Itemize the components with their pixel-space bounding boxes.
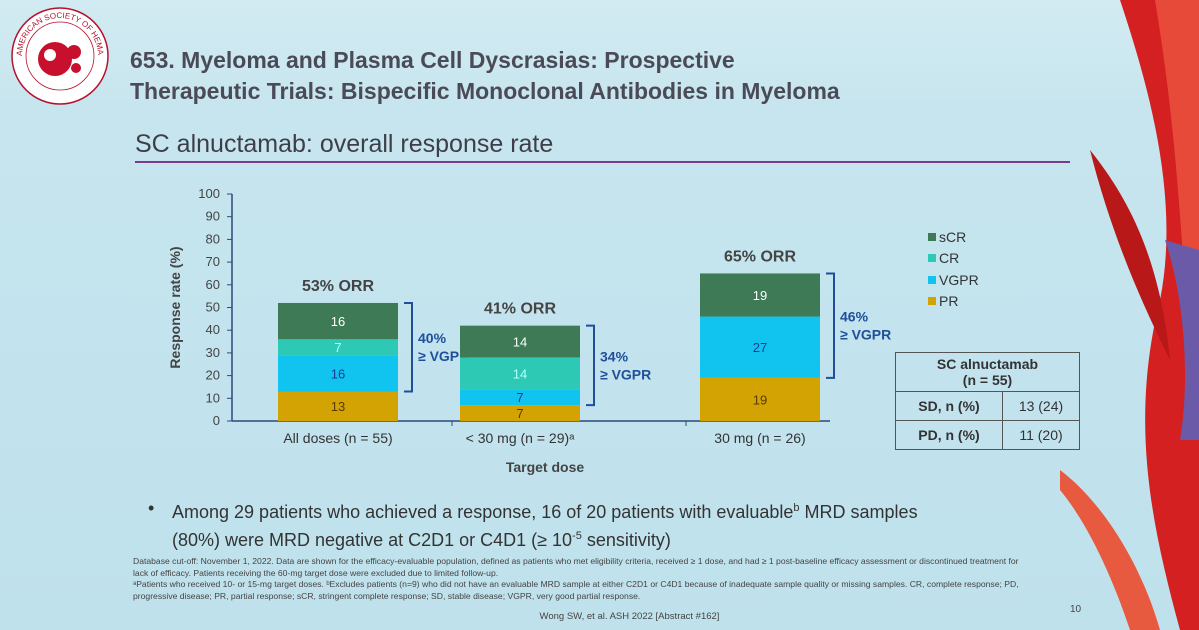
vgpr-bracket — [826, 272, 835, 379]
vgpr-pct: 34% — [600, 348, 629, 364]
x-tick-label: All doses (n = 55) — [283, 430, 392, 446]
table-row: PD, n (%) 11 (20) — [895, 420, 1080, 450]
sd-pd-table: SC alnuctamab (n = 55) SD, n (%) 13 (24)… — [895, 352, 1080, 450]
legend-swatch — [928, 232, 936, 241]
legend-swatch — [928, 275, 936, 284]
y-tick-label: 50 — [206, 300, 220, 315]
bar-segment-scr — [460, 325, 580, 358]
legend-item-pr: PR — [928, 291, 979, 313]
bar-value-label: 7 — [516, 390, 523, 405]
bullet-text-b: MRD samples — [799, 502, 918, 522]
bar-segment-pr — [278, 391, 398, 421]
footnote-p2: ᵃPatients who received 10- or 15-mg targ… — [133, 579, 1019, 601]
y-tick-label: 20 — [206, 368, 220, 383]
legend-label: PR — [939, 293, 959, 310]
vgpr-label: ≥ VGPR — [600, 366, 651, 382]
bar-segment-cr — [278, 339, 398, 356]
legend-item-scr: sCR — [928, 226, 979, 248]
bar-segment-scr — [700, 273, 820, 317]
bar-value-label: 16 — [331, 314, 345, 329]
y-tick-label: 0 — [213, 413, 220, 428]
bar-value-label: 19 — [753, 392, 767, 407]
vgpr-label: ≥ VGPR — [418, 348, 469, 364]
y-tick-label: 90 — [206, 209, 220, 224]
x-tick-label: < 30 mg (n = 29)ᵃ — [466, 430, 576, 446]
bullet-exp: -5 — [572, 530, 582, 542]
footnote-p1: Database cut-off: November 1, 2022. Data… — [133, 556, 1019, 578]
y-tick-label: 80 — [206, 231, 220, 246]
bar-value-label: 13 — [331, 399, 345, 414]
session-title-line2: Therapeutic Trials: Bispecific Monoclona… — [130, 78, 840, 104]
bar-value-label: 7 — [516, 406, 523, 421]
legend-label: sCR — [939, 228, 967, 245]
vgpr-pct: 46% — [840, 309, 869, 325]
mrd-bullet: • Among 29 patients who achieved a respo… — [148, 496, 1050, 552]
bullet-dot: • — [148, 498, 155, 518]
y-tick-label: 40 — [206, 322, 220, 337]
orr-label: 53% ORR — [302, 278, 374, 295]
bar-segment-cr — [460, 357, 580, 390]
vgpr-bracket — [586, 324, 595, 407]
header-band — [0, 0, 1199, 100]
row-value: 11 (20) — [1002, 420, 1080, 450]
response-rate-chart: 0 10 20 30 40 50 60 70 80 90 100 Response rate (%) T… — [167, 186, 891, 475]
bar-value-label: 14 — [513, 335, 527, 350]
y-tick-label: 30 — [206, 345, 220, 360]
x-tick-label: 30 mg (n = 26) — [714, 430, 805, 446]
decorative-swoosh — [1060, 0, 1199, 630]
vgpr-pct: 40% — [418, 330, 447, 346]
slide-title: SC alnuctamab: overall response rate — [135, 130, 554, 158]
bullet-text-c: (80%) were MRD negative at C2D1 or C4D1 … — [172, 530, 573, 550]
row-label: SD, n (%) — [895, 391, 1003, 421]
page-number: 10 — [1070, 604, 1082, 615]
row-label: PD, n (%) — [895, 420, 1003, 450]
bullet-text-a: Among 29 patients who achieved a respons… — [172, 502, 794, 522]
y-axis-label: Response rate (%) — [167, 246, 183, 368]
bar-value-label: 7 — [334, 340, 341, 355]
table-header: SC alnuctamab (n = 55) — [895, 352, 1080, 392]
bar-segment-pr — [700, 377, 820, 421]
y-tick-label: 60 — [206, 277, 220, 292]
y-tick-label: 10 — [206, 390, 220, 405]
legend-swatch — [928, 297, 936, 306]
bullet-line2: (80%) were MRD negative at C2D1 or C4D1 … — [172, 524, 1050, 552]
session-title-line1: 653. Myeloma and Plasma Cell Dyscrasias:… — [130, 47, 735, 73]
vgpr-label: ≥ VGPR — [840, 327, 891, 343]
table-header-title: SC alnuctamab — [936, 356, 1039, 372]
vgpr-bracket — [404, 301, 413, 393]
bar-value-label: 27 — [753, 340, 767, 355]
y-tick-label: 100 — [198, 186, 220, 201]
bar-value-label: 19 — [753, 288, 767, 303]
bar-value-label: 16 — [331, 366, 345, 381]
bar-value-label: 14 — [513, 366, 527, 381]
bar-segment-scr — [278, 302, 398, 340]
bar-segment-pr — [460, 405, 580, 421]
legend-swatch — [928, 254, 936, 263]
bar-segment-vgpr — [700, 316, 820, 378]
chart-legend: sCR CR VGPR PR — [928, 226, 979, 312]
bullet-text-d: sensitivity) — [581, 530, 671, 550]
citation-wrap: Wong SW, et al. ASH 2022 [Abstract #162] — [0, 611, 1199, 622]
legend-item-cr: CR — [928, 248, 979, 270]
orr-label: 41% ORR — [484, 301, 556, 318]
legend-label: CR — [939, 250, 960, 267]
ash-logo: AMERICAN SOCIETY OF HEMATOLOGY — [8, 4, 109, 105]
bullet-sup: b — [793, 502, 800, 514]
bar-segment-vgpr — [460, 389, 580, 406]
bar-segment-vgpr — [278, 355, 398, 392]
legend-label: VGPR — [939, 271, 979, 288]
legend-item-vgpr: VGPR — [928, 269, 979, 291]
row-value: 13 (24) — [1002, 391, 1080, 421]
bullet-line1: Among 29 patients who achieved a respons… — [172, 496, 1050, 524]
x-axis-label: Target dose — [506, 459, 585, 475]
y-tick-label: 70 — [206, 254, 220, 269]
table-row: SD, n (%) 13 (24) — [895, 391, 1080, 421]
table-header-n: (n = 55) — [962, 372, 1013, 388]
orr-label: 65% ORR — [724, 248, 796, 265]
footnote: Database cut-off: November 1, 2022. Data… — [133, 556, 1033, 602]
citation: Wong SW, et al. ASH 2022 [Abstract #162] — [539, 611, 720, 622]
title-rule — [135, 161, 1070, 163]
